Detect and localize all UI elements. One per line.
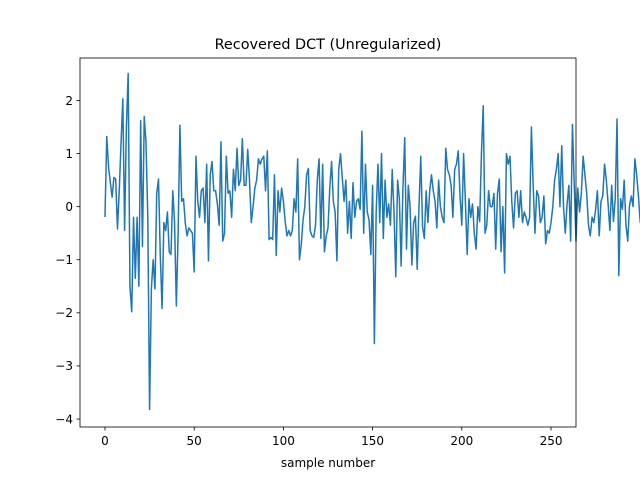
y-tick-label: −1 [55, 253, 73, 267]
y-tick-label: −2 [55, 306, 73, 320]
x-tick-label: 50 [187, 434, 202, 448]
x-tick-label: 250 [540, 434, 563, 448]
plot-frame [79, 57, 577, 428]
series-line [104, 72, 640, 411]
x-tick-label: 0 [101, 434, 109, 448]
plot-area [80, 58, 576, 427]
y-tick-label: 2 [65, 94, 73, 108]
y-tick-label: −3 [55, 359, 73, 373]
plot-layer [104, 72, 640, 411]
y-tick-label: 1 [65, 147, 73, 161]
x-axis: 0 50 100 150 200 250 [101, 427, 562, 448]
x-tick-label: 200 [450, 434, 473, 448]
x-tick-label: 100 [272, 434, 295, 448]
y-axis: 2 1 0 −1 −2 −3 −4 [55, 94, 80, 426]
x-axis-label: sample number [281, 456, 375, 470]
chart-title: Recovered DCT (Unregularized) [215, 37, 442, 53]
x-tick-label: 150 [361, 434, 384, 448]
y-tick-label: −4 [55, 412, 73, 426]
y-tick-label: 0 [65, 200, 73, 214]
